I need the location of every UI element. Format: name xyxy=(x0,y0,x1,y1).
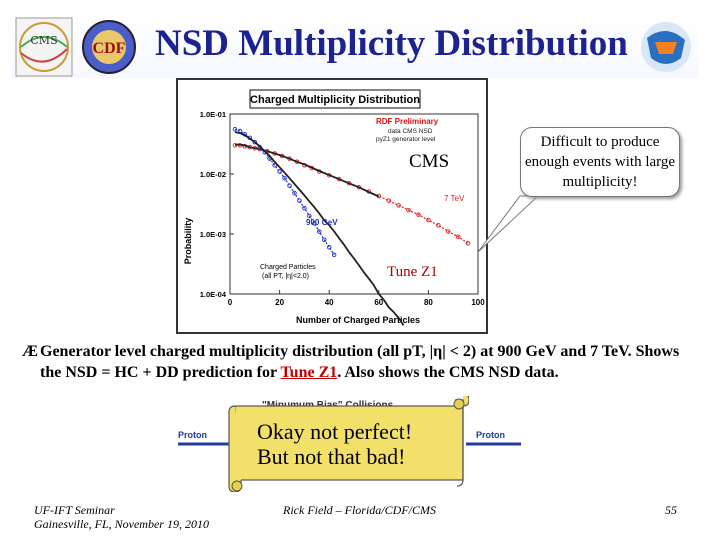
multiplicity-chart: Charged Multiplicity Distribution Probab… xyxy=(183,89,485,326)
x-tick-label: 60 xyxy=(374,298,383,307)
data-point xyxy=(232,126,238,132)
plot-panel: Charged Multiplicity Distribution Probab… xyxy=(176,78,488,334)
series-line xyxy=(234,128,335,256)
data-point xyxy=(317,229,322,234)
data-point xyxy=(455,234,461,239)
data-point xyxy=(307,213,312,219)
y-tick-label: 1.0E-04 xyxy=(200,290,227,299)
data-point xyxy=(426,217,431,223)
slide-title: NSD Multiplicity Distribution xyxy=(155,23,628,64)
data-point xyxy=(465,241,471,246)
cms-label: CMS xyxy=(409,151,450,172)
data-point xyxy=(272,162,277,168)
data-point xyxy=(416,212,421,217)
page-number: 55 xyxy=(665,503,677,517)
cms-logo-text: CMS xyxy=(30,34,57,47)
scroll-banner xyxy=(228,396,469,492)
chart-title: Charged Multiplicity Distribution xyxy=(250,94,420,106)
cms-logo: CMS xyxy=(15,17,73,77)
x-tick-label: 40 xyxy=(325,298,334,307)
data-point xyxy=(277,169,282,174)
footer-line-2: Gainesville, FL, November 19, 2010 xyxy=(34,517,209,531)
data-point xyxy=(282,175,287,181)
y-axis-label: Probability xyxy=(183,218,193,265)
footer-seminar-info: UF-IFT Seminar Gainesville, FL, November… xyxy=(34,503,209,531)
data-point xyxy=(292,190,297,196)
data-point xyxy=(312,221,317,226)
cdf-logo: CDF xyxy=(82,20,136,74)
data-point xyxy=(252,139,258,145)
x-tick-label: 20 xyxy=(275,298,284,307)
legend-item-pyz1: pyZ1 generator level xyxy=(376,136,436,143)
data-point xyxy=(302,205,307,211)
bullet-tune-z1: Tune Z1 xyxy=(280,364,338,381)
y-tick-label: 1.0E-01 xyxy=(200,110,226,119)
data-point xyxy=(287,183,292,188)
bullet-text-part1: Generator level charged multiplicity dis… xyxy=(40,343,680,381)
cdf-logo-text: CDF xyxy=(93,40,126,57)
footer-line-1: UF-IFT Seminar xyxy=(34,503,115,517)
data-point xyxy=(436,222,441,228)
legend-item-data: data CMS NSD xyxy=(388,128,433,135)
scroll-text: Okay not perfect! But not that bad! xyxy=(257,419,412,469)
scroll-line-2: But not that bad! xyxy=(257,444,406,469)
callout-box: Difficult to produce enough events with … xyxy=(520,127,680,197)
university-logo xyxy=(641,22,691,72)
x-tick-label: 0 xyxy=(228,298,233,307)
data-point xyxy=(386,198,391,203)
chart-title-box xyxy=(249,89,421,109)
x-tick-label: 100 xyxy=(471,298,485,307)
data-point xyxy=(445,229,451,234)
tune-z1-label: Tune Z1 xyxy=(387,264,438,280)
series-line xyxy=(235,143,380,198)
annotation-900gev: 900 GeV xyxy=(306,218,338,227)
annotation-charged-particles: Charged Particles xyxy=(260,264,316,271)
plot-border xyxy=(229,113,479,295)
annotation-eta-range: (all PT, |η|<2.0) xyxy=(262,273,309,280)
x-tick-label: 80 xyxy=(424,298,433,307)
data-point xyxy=(406,207,411,213)
scroll-line-1: Okay not perfect! xyxy=(257,419,413,444)
y-tick-label: 1.0E-03 xyxy=(200,230,226,239)
x-axis-label: Number of Charged Particles xyxy=(296,315,420,325)
plot-area: 1.0E-01 1.0E-02 1.0E-03 1.0E-040 20 40 60 80 100 xyxy=(200,110,485,326)
series-line xyxy=(234,131,405,326)
footer-author: Rick Field – Florida/CDF/CMS xyxy=(283,503,436,517)
y-tick-label: 1.0E-02 xyxy=(200,170,226,179)
bullet-text: Generator level charged multiplicity dis… xyxy=(40,341,700,383)
legend-item-rdf: RDF Preliminary xyxy=(376,117,439,126)
data-point xyxy=(326,245,332,250)
bullet-text-part2: . Also shows the CMS NSD data. xyxy=(337,364,559,381)
bullet-icon: Æ xyxy=(22,343,38,360)
annotation-7tev: 7 TeV xyxy=(444,194,465,203)
data-point xyxy=(297,198,302,203)
data-point xyxy=(396,203,401,208)
data-point xyxy=(321,237,327,243)
proton-right-label: Proton xyxy=(476,430,505,440)
proton-left-label: Proton xyxy=(178,430,207,440)
data-point xyxy=(331,252,337,258)
